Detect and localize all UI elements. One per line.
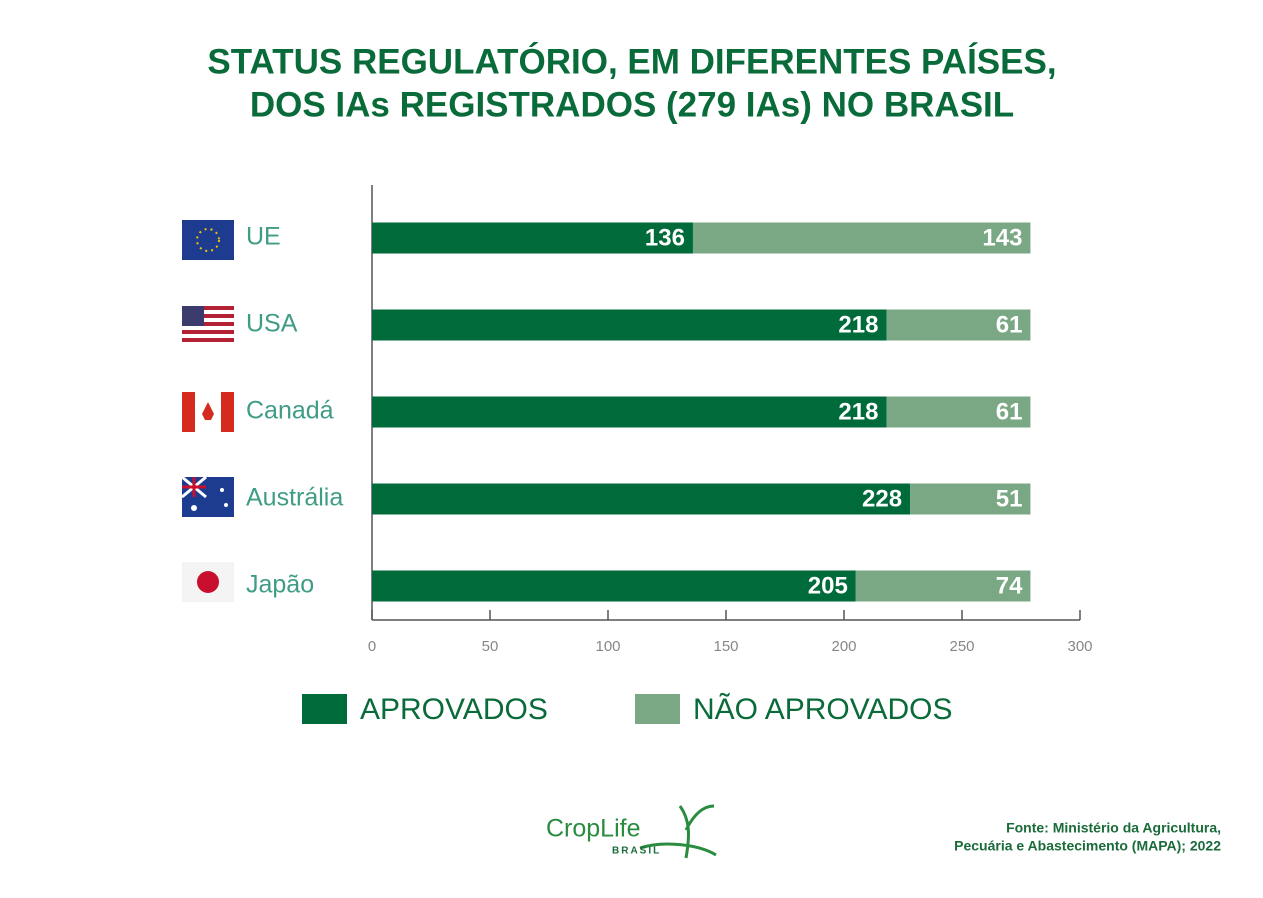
source: Pecuária e Abastecimento (MAPA); 2022 <box>954 838 1221 854</box>
chart-title: DOS IAs REGISTRADOS (279 IAs) NO BRASIL <box>250 85 1014 124</box>
bar <box>910 483 1031 515</box>
x-tick-label: 200 <box>831 638 856 655</box>
x-tick-label: 150 <box>713 638 738 655</box>
y-tick-label: Japão <box>246 571 314 599</box>
value-label: 218 <box>838 398 878 425</box>
x-tick-label: 300 <box>1067 638 1092 655</box>
x-tick-label: 50 <box>482 638 499 655</box>
value-label: 74 <box>996 572 1023 599</box>
value-label: 228 <box>862 485 902 512</box>
bar <box>372 309 887 341</box>
flag-australia <box>181 475 234 517</box>
logo-name: CropLife <box>546 815 641 843</box>
chart-title: STATUS REGULATÓRIO, EM DIFERENTES PAÍSES… <box>207 41 1056 81</box>
bar <box>855 570 1031 602</box>
bar <box>886 396 1031 428</box>
y-tick-label: Canadá <box>246 397 334 425</box>
value-label: 61 <box>996 398 1023 425</box>
value-label: 61 <box>996 311 1023 338</box>
logo-sub: BRASIL <box>612 846 661 857</box>
bar <box>692 222 1031 254</box>
flag-canada <box>182 392 234 432</box>
logo: CropLife BRASIL <box>546 804 717 859</box>
bar <box>886 309 1031 341</box>
legend-swatch <box>635 694 680 724</box>
x-tick-label: 250 <box>949 638 974 655</box>
value-label: 218 <box>838 311 878 338</box>
bar <box>372 396 887 428</box>
value-label: 51 <box>996 485 1023 512</box>
legend-swatch <box>302 694 347 724</box>
flags <box>181 220 234 602</box>
y-tick-label: USA <box>246 310 298 338</box>
value-label: 136 <box>645 224 685 251</box>
x-tick-label: 100 <box>595 638 620 655</box>
flag-japan <box>182 562 234 602</box>
y-tick-label: Austrália <box>246 484 343 512</box>
value-label: 205 <box>808 572 848 599</box>
flag-usa <box>182 306 234 346</box>
flag-eu <box>182 220 234 260</box>
bar <box>372 570 856 602</box>
y-tick-label: UE <box>246 223 281 251</box>
x-tick-label: 0 <box>368 638 376 655</box>
value-label: 143 <box>982 224 1022 251</box>
source: Fonte: Ministério da Agricultura, <box>1006 820 1221 836</box>
legend-label: NÃO APROVADOS <box>693 692 953 726</box>
bar <box>372 483 911 515</box>
bar <box>372 222 693 254</box>
legend-label: APROVADOS <box>360 693 548 726</box>
